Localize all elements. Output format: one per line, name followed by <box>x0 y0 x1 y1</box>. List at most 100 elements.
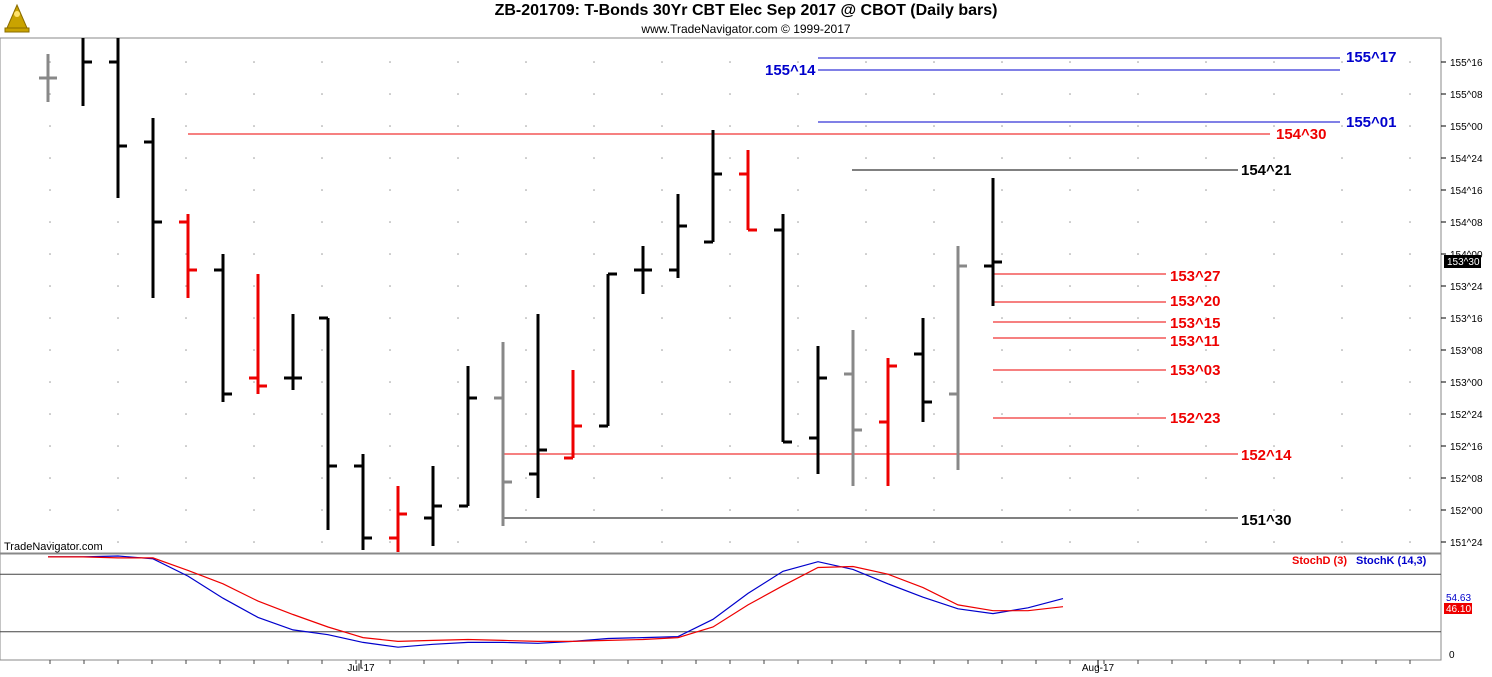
grid-dot <box>661 477 663 479</box>
grid-dot <box>797 317 799 319</box>
grid-dot <box>593 253 595 255</box>
price-bar <box>809 346 827 474</box>
grid-dot <box>593 477 595 479</box>
grid-dot <box>1001 189 1003 191</box>
grid-dot <box>729 221 731 223</box>
grid-dot <box>185 253 187 255</box>
grid-dot <box>1409 125 1411 127</box>
grid-dot <box>457 93 459 95</box>
grid-dot <box>1137 477 1139 479</box>
grid-dot <box>933 285 935 287</box>
price-bar <box>774 214 792 444</box>
grid-dot <box>457 541 459 543</box>
grid-dot <box>457 509 459 511</box>
grid-dot <box>253 445 255 447</box>
grid-dot <box>1205 285 1207 287</box>
grid-dot <box>321 541 323 543</box>
grid-dot <box>797 61 799 63</box>
grid-dot <box>729 157 731 159</box>
grid-dot <box>1137 253 1139 255</box>
grid-dot <box>1205 253 1207 255</box>
grid-dot <box>661 61 663 63</box>
grid-dot <box>321 285 323 287</box>
price-tick-label: 152^08 <box>1450 474 1483 485</box>
grid-dot <box>661 157 663 159</box>
grid-dot <box>1205 381 1207 383</box>
grid-dot <box>1001 253 1003 255</box>
stochk-last-value: 54.63 <box>1446 593 1471 604</box>
grid-dot <box>1409 477 1411 479</box>
grid-dot <box>117 317 119 319</box>
grid-dot <box>457 157 459 159</box>
grid-dot <box>525 541 527 543</box>
price-tick-label: 154^16 <box>1450 186 1483 197</box>
grid-dot <box>321 93 323 95</box>
level-label-151-30: 151^30 <box>1241 512 1291 529</box>
grid-dot <box>797 349 799 351</box>
grid-dot <box>389 381 391 383</box>
grid-dot <box>933 157 935 159</box>
grid-dot <box>49 541 51 543</box>
grid-dot <box>1205 349 1207 351</box>
grid-dot <box>1341 541 1343 543</box>
grid-dot <box>1409 445 1411 447</box>
price-axis: 155^16155^08155^00154^24154^16154^08154^… <box>1441 58 1483 549</box>
price-bar <box>704 130 722 244</box>
grid-dot <box>185 349 187 351</box>
stochastic-panel-frame <box>0 553 1442 661</box>
price-bar <box>844 330 862 486</box>
price-bar <box>529 314 547 498</box>
price-tick-label: 151^24 <box>1450 538 1483 549</box>
grid-dot <box>933 61 935 63</box>
grid-dot <box>253 477 255 479</box>
price-bar <box>739 150 757 232</box>
grid-dot <box>253 285 255 287</box>
grid-dot <box>457 61 459 63</box>
grid-dot <box>729 349 731 351</box>
grid-dot <box>933 125 935 127</box>
grid-dot <box>1205 445 1207 447</box>
price-panel-frame <box>0 37 1442 554</box>
grid-dot <box>661 349 663 351</box>
price-tick-label: 154^24 <box>1450 154 1483 165</box>
grid-dot <box>117 413 119 415</box>
grid-dot <box>1137 541 1139 543</box>
grid-dot <box>525 253 527 255</box>
price-bar <box>354 454 372 550</box>
grid-dot <box>593 189 595 191</box>
grid-dot <box>117 221 119 223</box>
grid-dot <box>933 413 935 415</box>
trade-navigator-logo-icon <box>4 3 30 33</box>
grid-dot <box>185 189 187 191</box>
grid-dot <box>865 349 867 351</box>
grid-dot <box>389 541 391 543</box>
stochk-legend: StochK (14,3) <box>1356 555 1427 567</box>
stochd-last-value: 46.10 <box>1446 604 1471 615</box>
grid-dot <box>865 445 867 447</box>
grid-dot <box>1069 317 1071 319</box>
grid-dot <box>797 445 799 447</box>
date-label: Jul-17 <box>347 663 375 674</box>
grid-dot <box>1137 349 1139 351</box>
grid-dot <box>525 413 527 415</box>
price-bar <box>634 246 652 294</box>
grid-dot <box>525 61 527 63</box>
grid-dot <box>1137 285 1139 287</box>
grid-dot <box>1205 61 1207 63</box>
grid-dot <box>729 477 731 479</box>
grid-dot <box>797 253 799 255</box>
grid-dot <box>1205 541 1207 543</box>
grid-dot <box>933 93 935 95</box>
grid-dot <box>457 221 459 223</box>
price-bar <box>914 318 932 422</box>
grid-dot <box>1341 189 1343 191</box>
grid-dot <box>1069 61 1071 63</box>
grid-dot <box>389 445 391 447</box>
grid-dot <box>49 61 51 63</box>
grid-dot <box>1001 413 1003 415</box>
grid-dot <box>1409 381 1411 383</box>
grid-dot <box>1069 253 1071 255</box>
grid-dot <box>185 509 187 511</box>
grid-dot <box>457 125 459 127</box>
